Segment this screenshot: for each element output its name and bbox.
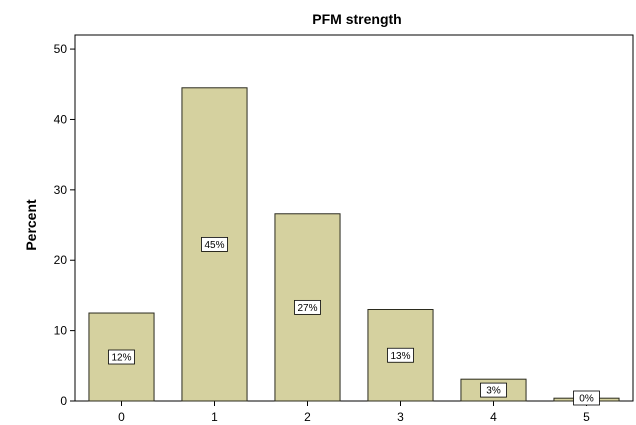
x-tick-label: 5 [583, 410, 590, 424]
data-label: 27% [297, 303, 317, 314]
data-label-box [294, 299, 321, 315]
data-labels: 12% 45% 27% 13% 3% 0% [108, 236, 600, 406]
data-label: 0% [579, 394, 594, 405]
x-tick-label: 2 [304, 410, 311, 424]
chart-title: PFM strength [312, 11, 401, 27]
data-label-box [573, 390, 600, 406]
data-label: 12% [111, 353, 131, 364]
plot-area-frame [74, 34, 634, 402]
x-tick-label: 4 [490, 410, 497, 424]
x-tick-label: 0 [118, 410, 125, 424]
y-axis: 0 10 20 30 40 50 [54, 42, 75, 408]
y-tick-label: 0 [60, 394, 67, 408]
y-axis-label: Percent [23, 199, 39, 251]
data-label-box [480, 382, 507, 398]
y-tick-label: 20 [54, 253, 68, 267]
bar-series [88, 87, 620, 402]
x-axis: 0 1 2 3 4 5 [118, 401, 590, 424]
y-tick-label: 30 [54, 183, 68, 197]
bar [274, 213, 341, 402]
y-tick-label: 50 [54, 42, 68, 56]
data-label: 45% [204, 240, 224, 251]
x-tick-label: 1 [211, 410, 218, 424]
y-tick-label: 40 [54, 112, 68, 126]
x-tick-label: 3 [397, 410, 404, 424]
y-tick-label: 10 [54, 324, 68, 338]
data-label: 13% [390, 351, 410, 362]
data-label-box [108, 349, 135, 365]
data-label-box [201, 236, 228, 252]
data-label-box [387, 347, 414, 363]
data-label: 3% [486, 386, 501, 397]
